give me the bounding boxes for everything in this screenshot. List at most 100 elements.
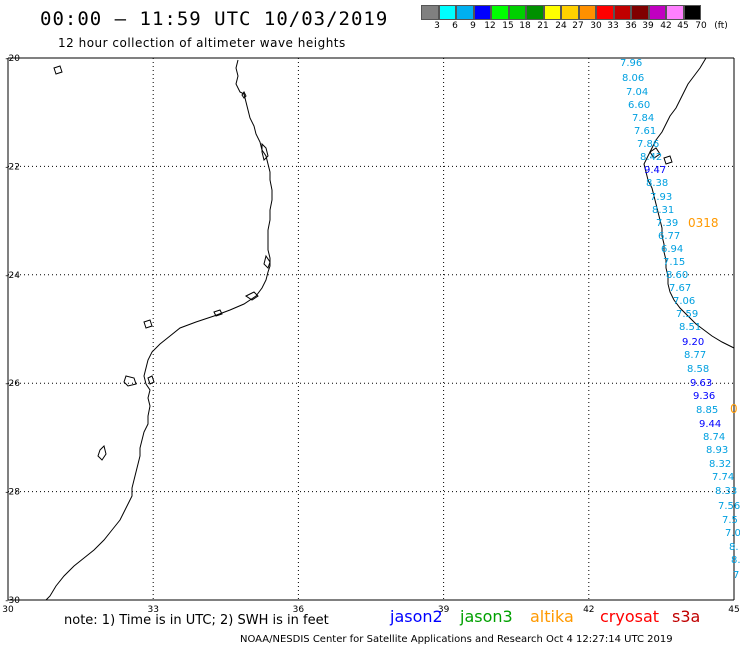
scale-swatch	[526, 5, 544, 20]
lon-tick-label: 42	[583, 605, 594, 615]
scale-label: 18	[519, 21, 531, 31]
map-subtitle: 12 hour collection of altimeter wave hei…	[58, 36, 346, 50]
wave-height-label: 6.77	[658, 231, 680, 242]
lon-tick-label: 30	[2, 605, 14, 615]
scale-swatch	[631, 5, 649, 20]
wave-height-label: 7.39	[656, 218, 678, 229]
coastline	[45, 57, 735, 601]
wave-height-label: 9.63	[690, 378, 712, 389]
wave-height-label: 6.60	[628, 100, 650, 111]
lon-tick-label: 36	[293, 605, 305, 615]
scale-label: 42	[660, 21, 672, 31]
wave-height-label: 9.44	[699, 419, 721, 430]
track-time-marker: 0318	[688, 216, 719, 230]
wave-height-label: 7.96	[620, 58, 642, 69]
satellite-legend-s3a: s3a	[672, 607, 701, 626]
scale-label: 27	[572, 21, 584, 31]
wave-height-label: 8.74	[703, 432, 725, 443]
scale-label: 21	[537, 21, 549, 31]
track-time-marker: 0	[730, 402, 738, 416]
wave-height-label: 7.5	[722, 515, 738, 526]
scale-swatch	[421, 5, 439, 20]
track-markers: 0318 0	[688, 216, 738, 416]
scale-label: 36	[625, 21, 637, 31]
wave-height-label: 8.51	[679, 322, 701, 333]
color-scale-labels: 3 6 9 12 15 18 21 24 27 30 33 36 39 42 45 70 (ft)	[421, 21, 740, 33]
scale-swatch	[438, 5, 456, 20]
wave-height-label: 7.67	[669, 283, 691, 294]
wave-height-label: 7.84	[632, 113, 654, 124]
wave-height-label: 8.06	[622, 73, 644, 84]
wave-height-label: 8.42	[640, 152, 662, 163]
lon-tick-label: 33	[147, 605, 158, 615]
wave-height-label: 8.32	[709, 459, 731, 470]
scale-swatch	[648, 5, 666, 20]
scale-label: 70	[695, 21, 707, 31]
axis-labels: 30 33 36 39 42 45 -20 -22 -24 -26 -28 -30	[2, 54, 739, 615]
scale-swatch	[473, 5, 491, 20]
wave-height-label: 7.74	[712, 472, 734, 483]
wave-height-label: 8.	[731, 555, 740, 566]
scale-label: 15	[502, 21, 514, 31]
wave-height-label: 7.61	[634, 126, 656, 137]
lon-tick-label: 45	[728, 605, 739, 615]
scale-label: 3	[434, 21, 440, 31]
wave-height-label: 7.56	[718, 501, 740, 512]
wave-height-label: 9.47	[644, 165, 666, 176]
wave-height-label: 7.15	[663, 257, 685, 268]
satellite-legend-altika: altika	[530, 607, 574, 626]
wave-height-label: 9.36	[693, 391, 715, 402]
wave-height-label: 8.85	[696, 405, 718, 416]
wave-height-label: 8.58	[687, 364, 709, 375]
scale-label: 45	[677, 21, 689, 31]
wave-height-label: 8.33	[715, 486, 737, 497]
scale-swatch	[561, 5, 579, 20]
wave-height-label: 8.93	[706, 445, 728, 456]
map-title: 00:00 – 11:59 UTC 10/03/2019	[40, 8, 389, 30]
scale-swatch	[613, 5, 631, 20]
scale-label: 30	[590, 21, 602, 31]
wave-height-label: 7.0	[725, 528, 740, 539]
scale-swatch	[683, 5, 701, 20]
wave-height-label: 8.77	[684, 350, 706, 361]
wave-height-label: 7.86	[637, 139, 659, 150]
scale-swatch	[666, 5, 684, 20]
wave-height-label: 7.06	[673, 296, 695, 307]
scale-swatch	[578, 5, 596, 20]
wave-height-label: 8.31	[652, 205, 674, 216]
scale-label: 9	[470, 21, 476, 31]
scale-label: 6	[452, 21, 458, 31]
wave-height-label: 7.04	[626, 87, 648, 98]
scale-label: 24	[555, 21, 567, 31]
wave-height-label: 7	[733, 570, 739, 581]
map-grid	[7, 57, 735, 601]
footer-note: note: 1) Time is in UTC; 2) SWH is in fe…	[64, 613, 329, 628]
lat-tick-label: -20	[5, 54, 20, 64]
scale-swatch	[456, 5, 474, 20]
wave-height-label: 7.59	[676, 309, 698, 320]
scale-swatch	[543, 5, 561, 20]
lat-tick-label: -28	[5, 488, 20, 498]
scale-label: 39	[642, 21, 654, 31]
wave-height-label: 8.60	[666, 270, 688, 281]
scale-swatch	[491, 5, 509, 20]
lat-tick-label: -30	[5, 596, 20, 606]
color-scale-bar	[421, 5, 701, 20]
scale-label: (ft)	[714, 21, 728, 31]
lat-tick-label: -24	[5, 271, 20, 281]
lat-tick-label: -26	[5, 379, 20, 389]
wave-height-label: 7.93	[650, 192, 672, 203]
scale-label: 33	[607, 21, 619, 31]
scale-swatch	[508, 5, 526, 20]
scale-label: 12	[484, 21, 496, 31]
wave-height-label: 6.94	[661, 244, 683, 255]
wave-height-label: 8.38	[646, 178, 668, 189]
satellite-legend-jason2: jason2	[390, 607, 443, 626]
lon-tick-label: 39	[438, 605, 450, 615]
satellite-legend-jason3: jason3	[460, 607, 513, 626]
credit-line: NOAA/NESDIS Center for Satellite Applica…	[240, 634, 673, 645]
wave-readings: 7.96 8.06 7.04 6.60 7.84 7.61 7.86 8.42 9.47 8.38…	[620, 58, 740, 581]
satellite-legend-cryosat: cryosat	[600, 607, 660, 626]
wave-height-label: 8.	[729, 542, 739, 553]
